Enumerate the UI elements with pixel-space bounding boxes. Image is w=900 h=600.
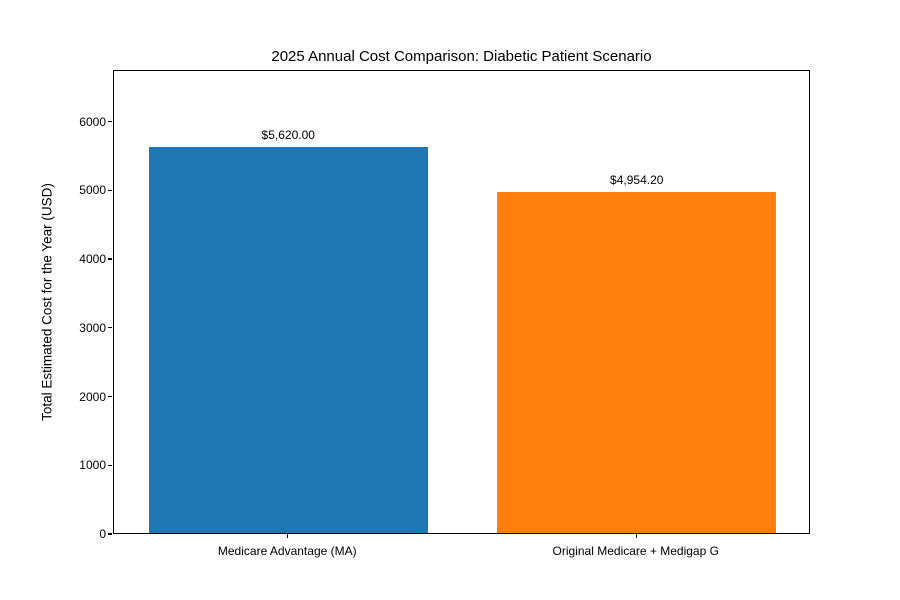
y-tick-label-5: 5000: [79, 183, 106, 198]
bar-1: [497, 192, 777, 533]
y-tick-mark-6: [108, 120, 112, 123]
chart-title: 2025 Annual Cost Comparison: Diabetic Pa…: [271, 48, 652, 65]
y-tick-mark-4: [108, 258, 112, 260]
x-tick-mark-1: [635, 534, 637, 538]
y-tick-mark-3: [108, 327, 112, 329]
y-tick-label-2: 2000: [79, 389, 106, 404]
y-tick-label-6: 6000: [79, 114, 106, 129]
y-tick-mark-1: [108, 464, 112, 466]
y-tick-mark-2: [108, 395, 112, 398]
y-axis-label: Total Estimated Cost for the Year (USD): [39, 183, 55, 421]
y-tick-label-1: 1000: [79, 458, 106, 473]
y-tick-label-0: 0: [99, 527, 106, 541]
x-tick-mark-0: [287, 534, 289, 538]
x-tick-label-0: Medicare Advantage (MA): [217, 544, 357, 558]
y-tick-mark-0: [108, 533, 112, 535]
x-tick-label-1: Original Medicare + Medigap G: [552, 544, 719, 558]
plot-area: $5,620.00 $4,954.20: [113, 70, 810, 534]
bar-value-label-1: $4,954.20: [610, 173, 664, 188]
bar-value-label-0: $5,620.00: [261, 127, 315, 142]
bar-0: [148, 146, 428, 533]
y-tick-mark-5: [108, 189, 112, 191]
y-tick-label-3: 3000: [79, 320, 106, 335]
y-tick-label-4: 4000: [79, 252, 106, 267]
